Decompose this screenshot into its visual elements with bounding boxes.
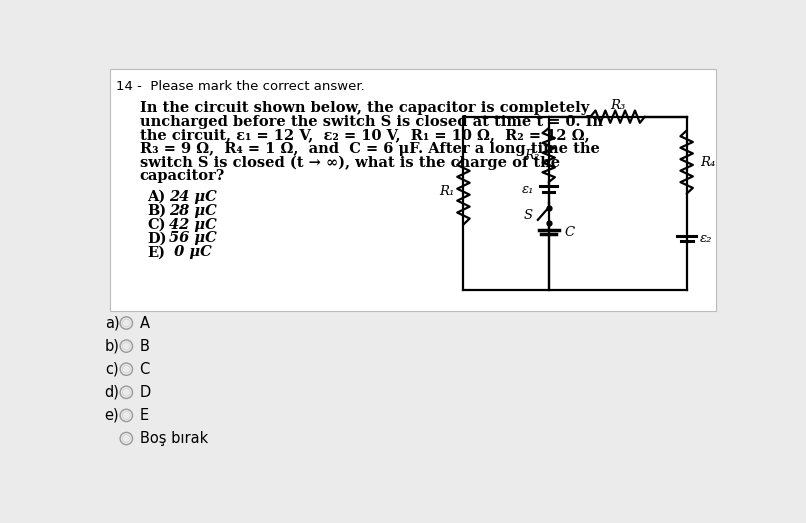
Text: 42 μC: 42 μC [169, 218, 217, 232]
Text: R₁: R₁ [438, 185, 454, 198]
Text: b): b) [105, 338, 119, 354]
Text: c): c) [106, 362, 119, 377]
Text: B): B) [147, 203, 166, 218]
Text: C: C [139, 362, 150, 377]
Text: R₄: R₄ [700, 155, 716, 168]
Text: uncharged before the switch S is closed at time t = 0. In: uncharged before the switch S is closed … [139, 115, 603, 129]
Text: 0 μC: 0 μC [169, 245, 212, 259]
Text: R₂: R₂ [524, 149, 539, 162]
Text: In the circuit shown below, the capacitor is completely: In the circuit shown below, the capacito… [139, 101, 588, 115]
Text: E: E [139, 408, 148, 423]
Text: 14 -  Please mark the correct answer.: 14 - Please mark the correct answer. [116, 79, 365, 93]
Text: C: C [564, 225, 575, 238]
Text: R₃ = 9 Ω,  R₄ = 1 Ω,  and  C = 6 μF. After a long time the: R₃ = 9 Ω, R₄ = 1 Ω, and C = 6 μF. After … [139, 142, 600, 156]
Text: ε₁: ε₁ [522, 183, 534, 196]
Text: A: A [139, 315, 149, 331]
Text: d): d) [105, 385, 119, 400]
Text: A): A) [147, 190, 165, 204]
Bar [110, 69, 716, 312]
Text: e): e) [105, 408, 119, 423]
Text: D): D) [147, 231, 167, 245]
Text: B: B [139, 338, 149, 354]
Text: S: S [524, 209, 534, 222]
Text: capacitor?: capacitor? [139, 168, 225, 183]
Text: ε₂: ε₂ [700, 232, 713, 245]
Text: D: D [139, 385, 151, 400]
Text: 28 μC: 28 μC [169, 203, 217, 218]
Text: R₃: R₃ [610, 99, 625, 112]
Text: Boş bırak: Boş bırak [139, 431, 208, 446]
Text: 56 μC: 56 μC [169, 231, 217, 245]
Text: E): E) [147, 245, 165, 259]
Text: a): a) [105, 315, 119, 331]
Text: switch S is closed (t → ∞), what is the charge of the: switch S is closed (t → ∞), what is the … [139, 155, 559, 169]
Text: 24 μC: 24 μC [169, 190, 217, 204]
Text: C): C) [147, 218, 166, 232]
Text: the circuit, ε₁ = 12 V,  ε₂ = 10 V,  R₁ = 10 Ω,  R₂ = 12 Ω,: the circuit, ε₁ = 12 V, ε₂ = 10 V, R₁ = … [139, 128, 589, 142]
